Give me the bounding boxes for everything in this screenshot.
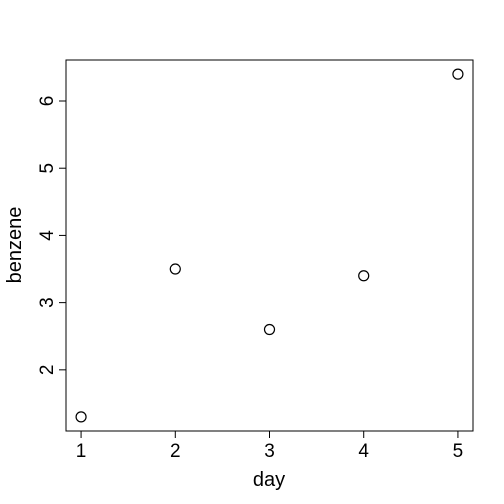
y-tick-label: 2: [37, 365, 58, 376]
x-axis-label: day: [253, 469, 285, 491]
plot-layer: [75, 68, 464, 423]
x-axis: 1 2 3 4 5: [76, 431, 463, 462]
y-tick-label: 6: [37, 96, 58, 107]
plot-frame: [65, 59, 474, 432]
x-tick-label: 2: [170, 441, 181, 462]
x-tick-label: 4: [358, 441, 369, 462]
y-axis-label: benzene: [4, 207, 26, 284]
y-tick-label: 4: [37, 230, 58, 241]
data-point: [263, 323, 276, 336]
data-point: [169, 263, 181, 275]
data-point: [358, 270, 370, 282]
y-axis: 2 3 4 5 6: [37, 96, 66, 375]
x-tick-label: 1: [76, 441, 87, 462]
x-tick-label: 3: [264, 441, 275, 462]
x-tick-label: 5: [453, 441, 464, 462]
data-point: [75, 411, 87, 423]
y-tick-label: 5: [37, 163, 58, 174]
y-tick-label: 3: [37, 297, 58, 308]
data-point: [452, 68, 464, 80]
